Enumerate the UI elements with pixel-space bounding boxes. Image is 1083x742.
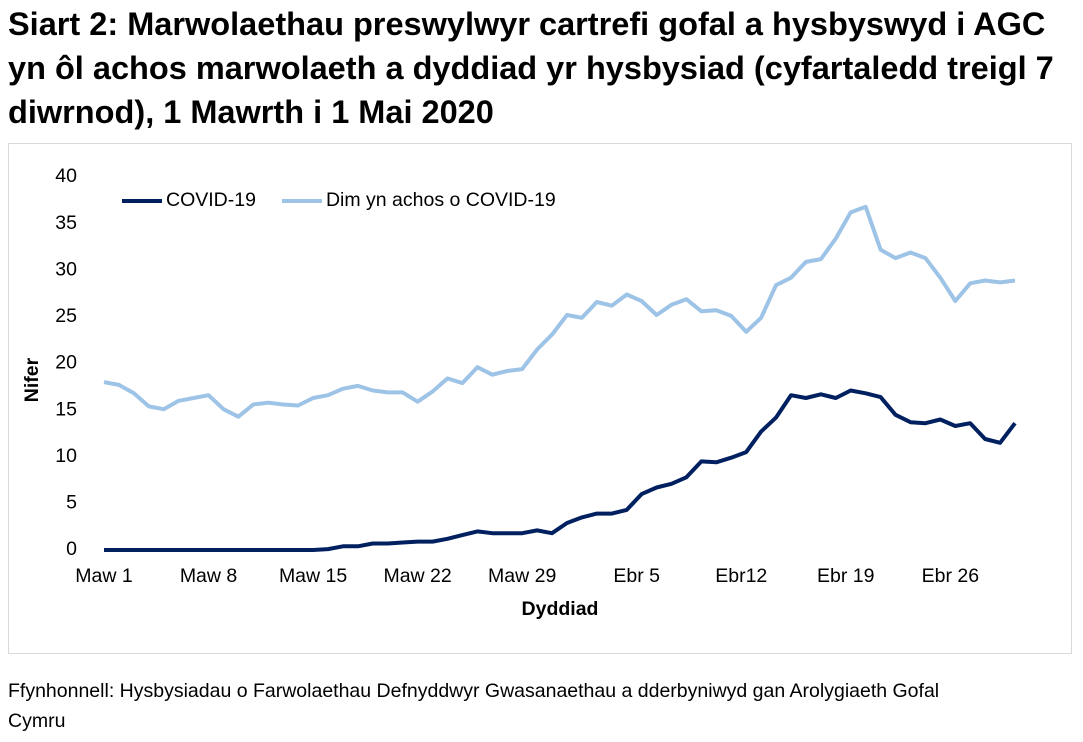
y-tick-label: 10 [55,445,77,467]
y-tick-label: 20 [55,352,77,374]
x-tick-label: Maw 8 [180,565,237,587]
x-tick-label: Ebr 5 [613,565,660,587]
chart-title: Siart 2: Marwolaethau preswylwyr cartref… [8,6,1054,130]
x-tick-label: Maw 1 [75,565,132,587]
y-tick-label: 0 [66,538,77,560]
x-tick-label: Maw 15 [279,565,347,587]
chart-frame [8,143,1072,654]
x-tick-label: Ebr 19 [817,565,874,587]
x-axis-label: Dyddiad [522,598,599,620]
x-tick-label: Ebr 26 [922,565,979,587]
legend-label: Dim yn achos o COVID-19 [326,189,556,211]
y-tick-label: 30 [55,258,77,280]
series-line [104,388,1017,552]
y-axis-label: Nifer [21,357,43,402]
y-tick-label: 35 [55,212,77,234]
y-tick-label: 25 [55,305,77,327]
x-tick-label: Maw 29 [488,565,556,587]
source-note: Ffynhonnell: Hysbysiadau o Farwolaethau … [8,680,940,732]
series-line [103,204,1016,419]
y-tick-label: 15 [55,398,77,420]
x-tick-label: Ebr12 [715,565,767,587]
y-tick-label: 5 [66,492,77,514]
x-tick-label: Maw 22 [383,565,451,587]
y-tick-label: 40 [55,165,77,187]
legend-label: COVID-19 [166,189,256,211]
